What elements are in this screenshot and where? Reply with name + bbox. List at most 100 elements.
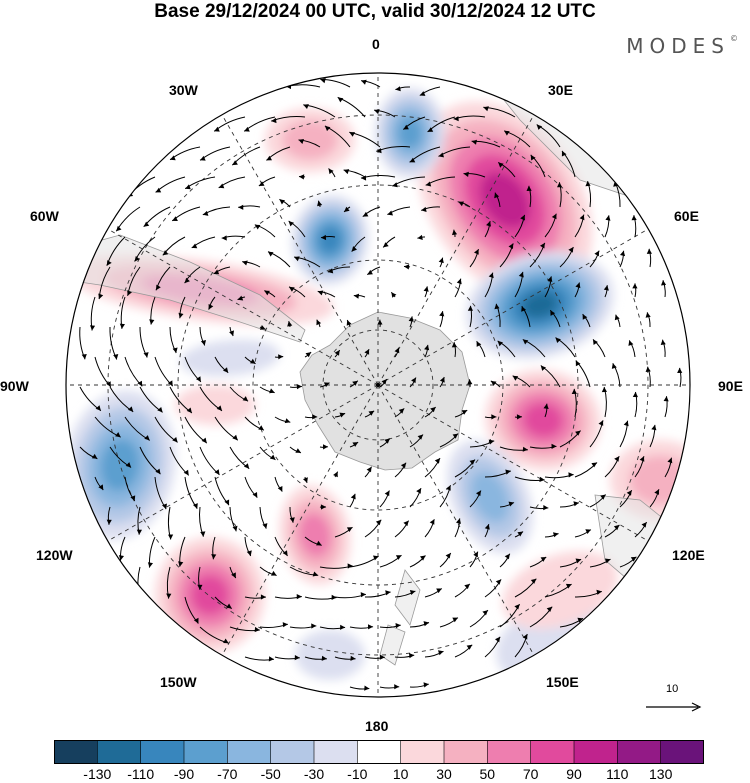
wind-vector xyxy=(184,596,199,624)
wind-vector xyxy=(439,485,451,508)
meridian xyxy=(221,384,379,656)
wind-vector xyxy=(178,536,186,567)
wind-vector xyxy=(274,536,288,557)
wind-vector xyxy=(574,529,592,538)
wind-vector xyxy=(155,266,171,291)
wind-vector xyxy=(353,293,366,299)
colorbar-tick-label: 50 xyxy=(479,766,496,782)
wind-vector xyxy=(604,524,620,538)
wind-vector xyxy=(585,180,592,208)
wind-vector xyxy=(409,434,424,448)
wind-vector xyxy=(632,283,638,298)
wind-vector xyxy=(320,234,336,241)
wind-vector xyxy=(317,290,336,298)
wind-vector xyxy=(452,229,458,238)
colorbar-segment xyxy=(184,740,228,764)
wind-vector xyxy=(427,116,456,133)
wind-vector xyxy=(424,650,444,658)
wind-vector xyxy=(544,276,553,298)
wind-vector xyxy=(454,459,476,478)
wind-vector xyxy=(514,578,537,598)
wind-vector xyxy=(349,131,381,148)
wind-vector xyxy=(379,684,400,690)
wind-vector xyxy=(574,462,598,478)
colorbar-tick-label: 110 xyxy=(606,766,629,782)
wind-vector xyxy=(264,290,276,298)
wind-vector xyxy=(559,501,580,508)
wind-vector xyxy=(661,280,667,298)
wind-vector xyxy=(319,444,329,450)
wind-vector xyxy=(555,337,576,358)
wind-vector xyxy=(476,340,486,358)
wind-vector xyxy=(274,354,284,360)
wind-vector xyxy=(409,487,422,508)
latitude-circle xyxy=(322,329,434,441)
wind-vector xyxy=(604,215,611,238)
wind-vector xyxy=(631,215,637,238)
wind-vector xyxy=(360,175,396,181)
lon-label-150e: 150E xyxy=(546,674,579,690)
wind-vector xyxy=(589,420,604,448)
wind-vector xyxy=(439,552,452,568)
wind-vector xyxy=(191,236,216,249)
wind-vector xyxy=(529,242,546,268)
wind-vector xyxy=(199,146,231,161)
wind-vector xyxy=(289,384,303,390)
meridian xyxy=(221,114,379,386)
wind-vector xyxy=(439,311,445,328)
wind-vector xyxy=(589,494,607,508)
wind-vector xyxy=(166,566,172,599)
wind-vector xyxy=(611,363,621,388)
wind-vector xyxy=(184,176,216,190)
colorbar xyxy=(54,740,704,764)
colorbar-tick-label: 10 xyxy=(392,766,409,782)
colorbar-segment xyxy=(357,740,401,764)
wind-vector xyxy=(645,312,651,328)
wind-vector xyxy=(324,125,351,148)
wind-vector xyxy=(529,556,547,568)
colorbar-tick-label: -30 xyxy=(303,766,325,782)
wind-vector xyxy=(514,271,524,298)
wind-vector xyxy=(544,472,574,479)
wind-vector xyxy=(274,476,283,492)
wind-vector xyxy=(364,410,375,418)
wind-vector xyxy=(484,636,501,658)
wind-vector xyxy=(244,476,258,498)
colorbar-segment xyxy=(617,740,661,764)
wind-vector xyxy=(317,200,323,208)
wind-vector xyxy=(439,617,459,628)
colorbar-segment xyxy=(444,740,488,764)
wind-vector xyxy=(244,594,267,600)
wind-vector xyxy=(649,424,657,448)
wind-vector xyxy=(154,476,167,510)
wind-vector xyxy=(304,536,322,546)
lon-label-120w: 120W xyxy=(36,547,73,563)
wind-vector xyxy=(211,536,217,560)
wind-vector xyxy=(494,303,501,328)
colorbar-tick-label: 130 xyxy=(649,766,673,782)
wind-vector xyxy=(409,146,441,163)
wind-vector xyxy=(592,339,606,358)
wind-vector xyxy=(337,96,366,118)
wind-vector xyxy=(184,356,202,383)
wind-vector xyxy=(559,246,574,268)
wind-vector xyxy=(274,655,300,661)
wind-vector xyxy=(544,583,572,598)
wind-vector xyxy=(561,150,576,178)
wind-vector xyxy=(334,349,341,358)
wind-vector xyxy=(601,386,607,418)
wind-vector xyxy=(279,198,291,208)
wind-vector xyxy=(98,266,111,300)
wind-vector xyxy=(557,182,563,208)
reference-vector xyxy=(646,702,702,712)
wind-vector xyxy=(394,462,407,478)
wind-vector xyxy=(382,236,396,248)
colorbar-tick-label: -10 xyxy=(347,766,368,782)
wind-vector xyxy=(106,506,112,525)
wind-vector xyxy=(364,466,372,478)
wind-vector xyxy=(603,285,609,298)
colorbar-segment xyxy=(660,740,704,764)
wind-vector xyxy=(139,326,149,358)
wind-vector xyxy=(259,446,276,461)
wind-vector xyxy=(169,326,178,354)
